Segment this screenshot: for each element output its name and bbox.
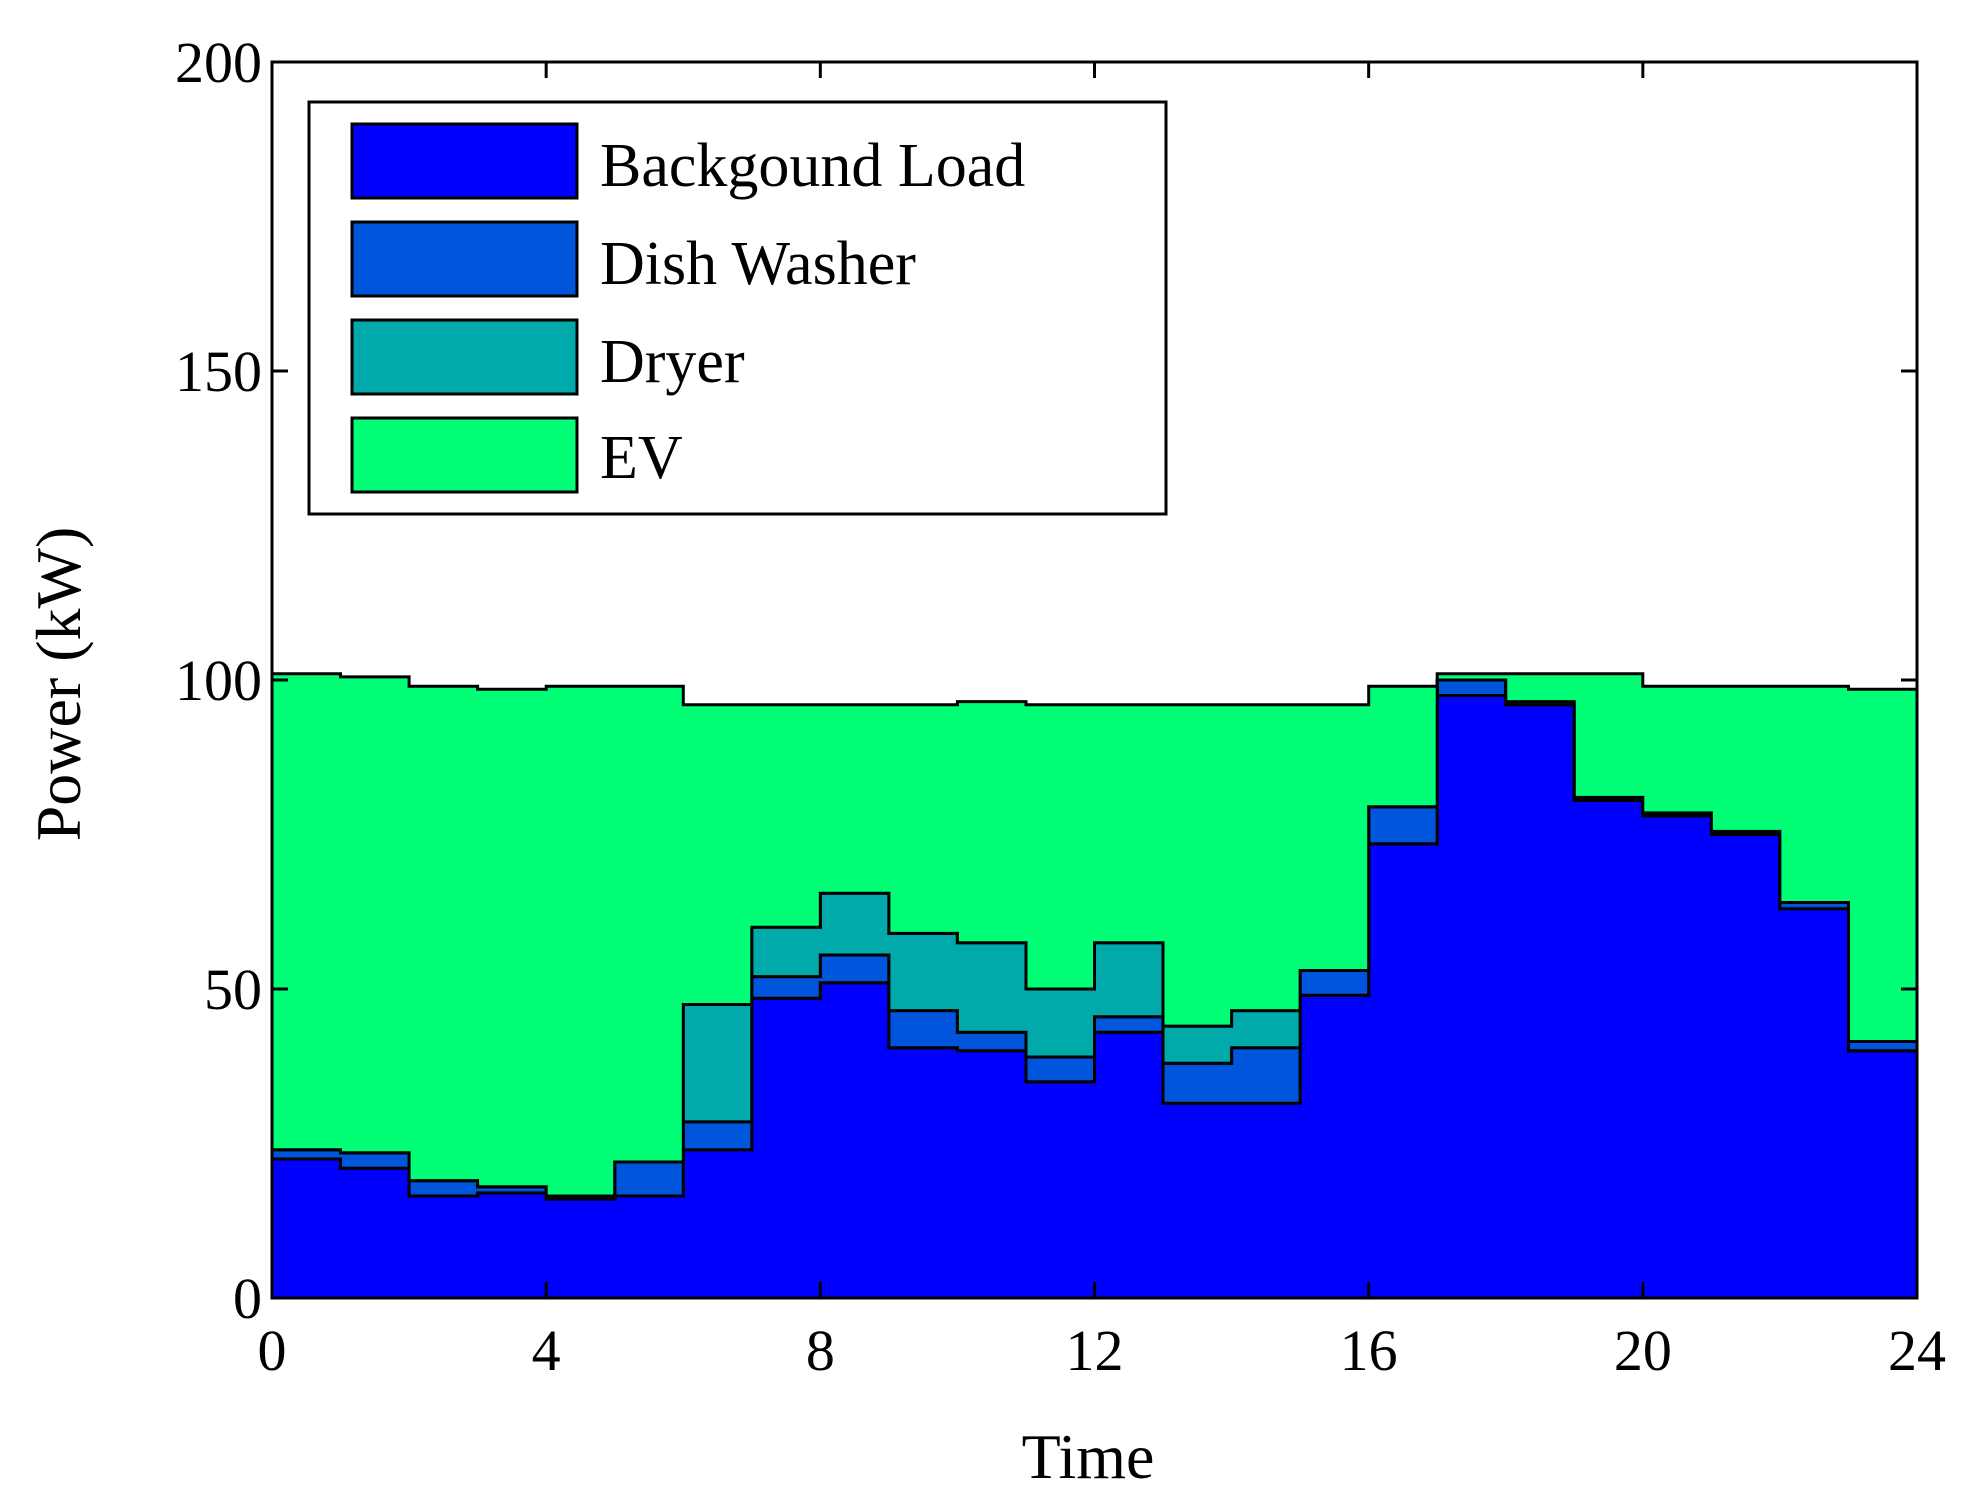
y-tick-label: 50 bbox=[204, 957, 262, 1022]
area-ev bbox=[270, 672, 1919, 1198]
x-axis-title: Time bbox=[1022, 1421, 1155, 1492]
x-tick-label: 12 bbox=[1066, 1318, 1124, 1383]
x-tick-label: 16 bbox=[1340, 1318, 1398, 1383]
x-tick-label: 20 bbox=[1614, 1318, 1672, 1383]
legend-label-dryer: Dryer bbox=[600, 328, 745, 396]
y-tick-label: 0 bbox=[233, 1266, 262, 1331]
legend-label-ev: EV bbox=[600, 424, 683, 492]
legend-label-background-load: Backgound Load bbox=[600, 132, 1025, 200]
x-tick-label: 4 bbox=[532, 1318, 561, 1383]
y-tick-label: 200 bbox=[175, 30, 262, 95]
legend: Backgound Load Dish Washer Dryer EV bbox=[307, 100, 1168, 516]
legend-swatch-dish-washer bbox=[350, 220, 579, 298]
legend-swatch-ev bbox=[350, 416, 579, 494]
x-tick-label: 0 bbox=[258, 1318, 287, 1383]
y-tick-label: 100 bbox=[175, 648, 262, 713]
legend-label-dish-washer: Dish Washer bbox=[600, 230, 916, 298]
legend-swatch-dryer bbox=[350, 318, 579, 396]
series-areas bbox=[270, 672, 1919, 1300]
axes: 0 4 8 12 16 20 24 0 50 100 150 200 bbox=[175, 30, 1946, 1383]
y-tick-label: 150 bbox=[175, 339, 262, 404]
y-axis-title: Power (kW) bbox=[23, 527, 94, 842]
legend-swatch-background-load bbox=[350, 122, 579, 200]
x-tick-label: 8 bbox=[806, 1318, 835, 1383]
x-tick-label: 24 bbox=[1888, 1318, 1946, 1383]
